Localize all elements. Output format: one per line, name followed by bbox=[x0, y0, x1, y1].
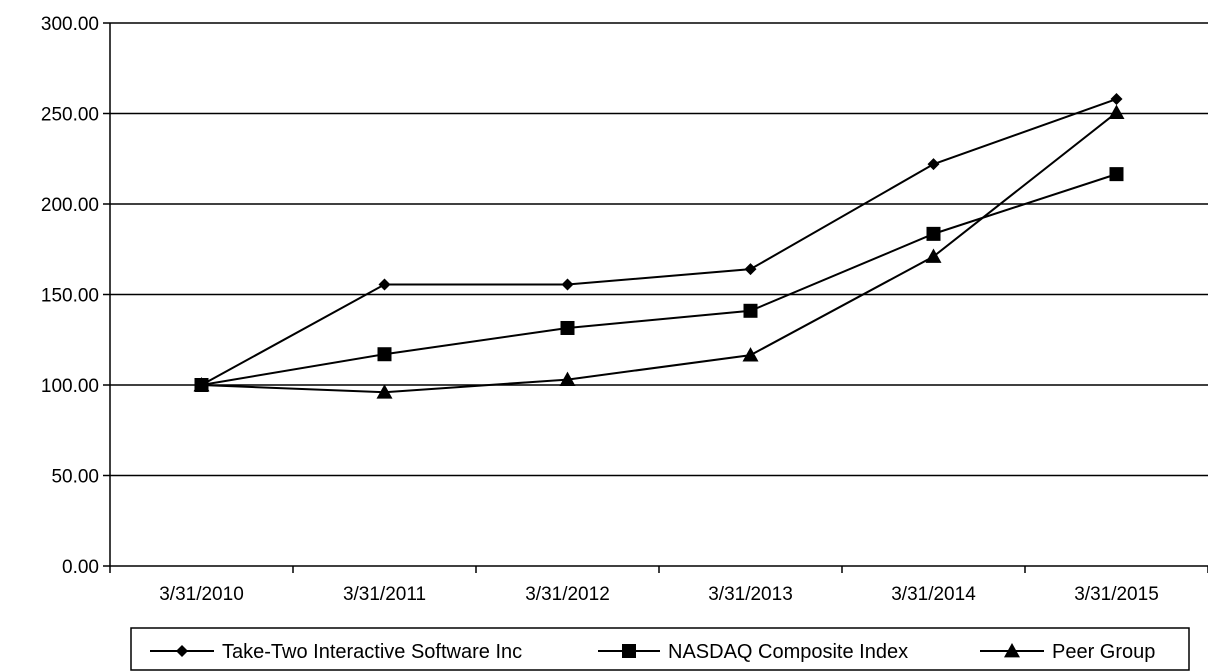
y-tick-label: 0.00 bbox=[62, 557, 99, 578]
data-point-diamond bbox=[378, 278, 391, 291]
data-point-triangle bbox=[559, 371, 576, 386]
x-tick-label: 3/31/2011 bbox=[343, 584, 426, 605]
data-point-square bbox=[743, 303, 758, 318]
series-line bbox=[201, 111, 1118, 394]
legend-item: NASDAQ Composite Index bbox=[598, 641, 908, 663]
legend-label: Peer Group bbox=[1052, 641, 1155, 663]
series-square bbox=[194, 167, 1124, 392]
data-point-diamond bbox=[1110, 93, 1123, 106]
data-point-square bbox=[926, 226, 941, 241]
data-point-triangle bbox=[193, 377, 210, 392]
y-tick-label: 300.00 bbox=[41, 14, 99, 35]
x-tick-labels: 3/31/2010 3/31/2011 3/31/2012 3/31/2013 3/31… bbox=[159, 584, 1159, 605]
x-tick-label: 3/31/2015 bbox=[1074, 584, 1159, 605]
data-point-square bbox=[1109, 167, 1124, 182]
data-point-triangle bbox=[376, 384, 393, 399]
legend-marker-square bbox=[622, 644, 636, 658]
axes bbox=[103, 22, 1208, 573]
legend-label: NASDAQ Composite Index bbox=[668, 641, 908, 663]
x-tick-label: 3/31/2014 bbox=[891, 584, 976, 605]
x-tick-label: 3/31/2010 bbox=[159, 584, 244, 605]
legend-item: Peer Group bbox=[980, 641, 1155, 663]
gridlines bbox=[110, 22, 1208, 477]
series-lines bbox=[193, 93, 1125, 399]
legend-item: Take-Two Interactive Software Inc bbox=[150, 641, 522, 663]
y-tick-label: 50.00 bbox=[51, 467, 99, 488]
y-tick-labels: 0.00 50.00 100.00 150.00 200.00 250.00 300.00 bbox=[41, 14, 99, 578]
x-tick-label: 3/31/2013 bbox=[708, 584, 793, 605]
y-tick-label: 200.00 bbox=[41, 195, 99, 216]
legend-marker-diamond bbox=[176, 645, 188, 657]
data-point-square bbox=[377, 347, 392, 362]
legend-label: Take-Two Interactive Software Inc bbox=[222, 641, 522, 663]
data-point-triangle bbox=[1108, 104, 1125, 119]
data-point-square bbox=[560, 320, 575, 335]
data-point-diamond bbox=[744, 263, 757, 276]
data-point-triangle bbox=[742, 347, 759, 362]
x-tick-label: 3/31/2012 bbox=[525, 584, 610, 605]
data-point-diamond bbox=[927, 158, 940, 171]
y-tick-label: 250.00 bbox=[41, 105, 99, 126]
series-line bbox=[201, 98, 1117, 386]
series-triangle bbox=[193, 104, 1125, 399]
y-tick-label: 100.00 bbox=[41, 376, 99, 397]
legend: Take-Two Interactive Software Inc NASDAQ … bbox=[130, 627, 1190, 671]
legend-marker-triangle bbox=[1004, 643, 1020, 658]
data-point-diamond bbox=[561, 278, 574, 291]
data-point-triangle bbox=[925, 248, 942, 263]
y-tick-label: 150.00 bbox=[41, 286, 99, 307]
series-line bbox=[201, 173, 1117, 386]
series-diamond bbox=[195, 93, 1123, 391]
